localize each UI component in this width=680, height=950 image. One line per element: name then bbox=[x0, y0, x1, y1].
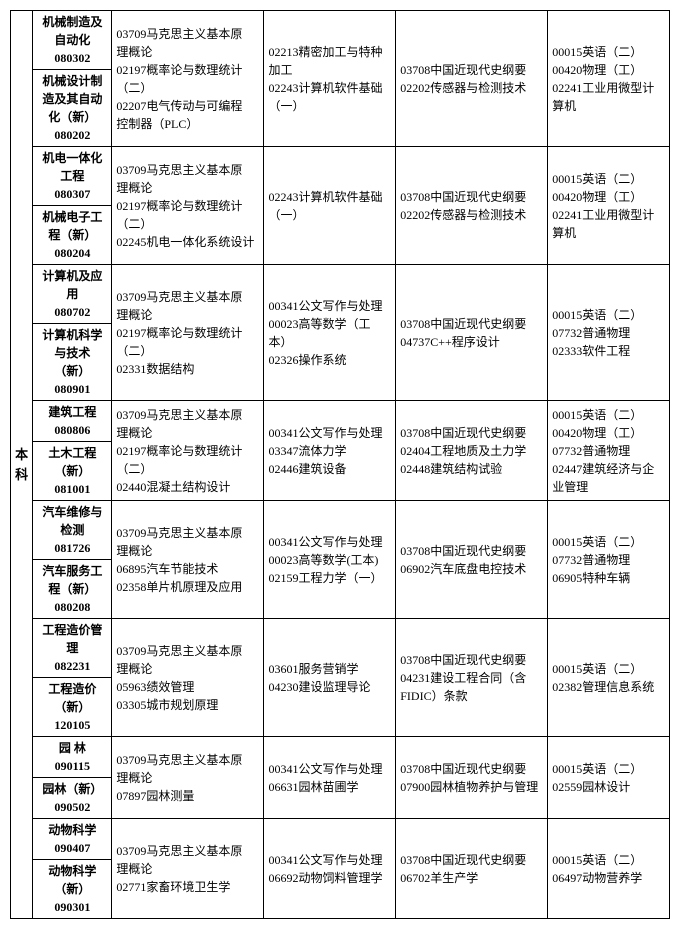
major-name: 土木工程（新） bbox=[48, 446, 96, 478]
major-name: 园 林 bbox=[59, 741, 86, 755]
course-col-5: 00015英语（二）00420物理（工）02241工业用微型计算机 bbox=[548, 11, 670, 147]
major-cell: 工程造价（新） 120105 bbox=[33, 678, 112, 737]
major-name: 园林（新） bbox=[42, 782, 102, 796]
course-col-4: 03708中国近现代史纲要02202传感器与检测技术 bbox=[396, 147, 548, 265]
major-cell: 汽车维修与检测 081726 bbox=[33, 501, 112, 560]
major-code: 080302 bbox=[54, 51, 90, 65]
major-cell: 汽车服务工程（新） 080208 bbox=[33, 560, 112, 619]
curriculum-table: 本科机械制造及自动化 080302 03709马克思主义基本原理概论02197概率论… bbox=[10, 10, 670, 919]
major-name: 机械电子工程（新） bbox=[42, 210, 102, 242]
course-col-2: 03709马克思主义基本原理概论02197概率论与数理统计（二）02331数据结… bbox=[112, 265, 264, 401]
course-col-4: 03708中国近现代史纲要04737C++程序设计 bbox=[396, 265, 548, 401]
course-col-3: 00341公文写作与处理06631园林苗圃学 bbox=[264, 737, 396, 819]
course-col-3: 00341公文写作与处理00023高等数学(工本)02159工程力学（一） bbox=[264, 501, 396, 619]
major-code: 080208 bbox=[54, 600, 90, 614]
major-name: 工程造价管理 bbox=[42, 623, 102, 655]
major-code: 080806 bbox=[54, 423, 90, 437]
course-col-2: 03709马克思主义基本原理概论02771家畜环境卫生学 bbox=[112, 819, 264, 919]
major-code: 080901 bbox=[54, 382, 90, 396]
course-col-2: 03709马克思主义基本原理概论02197概率论与数理统计（二）02207电气传… bbox=[112, 11, 264, 147]
course-col-5: 00015英语（二）07732普通物理06905特种车辆 bbox=[548, 501, 670, 619]
major-name: 汽车维修与检测 bbox=[42, 505, 102, 537]
course-col-4: 03708中国近现代史纲要06702羊生产学 bbox=[396, 819, 548, 919]
major-name: 机械制造及自动化 bbox=[42, 15, 102, 47]
major-name: 动物科学 bbox=[48, 823, 96, 837]
course-col-2: 03709马克思主义基本原理概论02197概率论与数理统计（二）02440混凝土… bbox=[112, 401, 264, 501]
major-code: 080202 bbox=[54, 128, 90, 142]
major-name: 工程造价（新） bbox=[48, 682, 96, 714]
major-code: 090301 bbox=[54, 900, 90, 914]
major-name: 动物科学（新） bbox=[48, 864, 96, 896]
course-col-5: 00015英语（二）00420物理（工）07732普通物理02447建筑经济与企… bbox=[548, 401, 670, 501]
major-cell: 计算机及应用 080702 bbox=[33, 265, 112, 324]
course-col-5: 00015英语（二）00420物理（工）02241工业用微型计算机 bbox=[548, 147, 670, 265]
major-name: 计算机科学与技术（新） bbox=[42, 328, 102, 378]
major-code: 080702 bbox=[54, 305, 90, 319]
major-cell: 园林（新） 090502 bbox=[33, 778, 112, 819]
major-code: 120105 bbox=[54, 718, 90, 732]
course-col-5: 00015英语（二）07732普通物理02333软件工程 bbox=[548, 265, 670, 401]
course-col-4: 03708中国近现代史纲要02404工程地质及土力学02448建筑结构试验 bbox=[396, 401, 548, 501]
course-col-2: 03709马克思主义基本原理概论05963绩效管理03305城市规划原理 bbox=[112, 619, 264, 737]
course-col-3: 00341公文写作与处理03347流体力学02446建筑设备 bbox=[264, 401, 396, 501]
major-cell: 动物科学 090407 bbox=[33, 819, 112, 860]
major-cell: 机械设计制造及其自动化（新） 080202 bbox=[33, 70, 112, 147]
course-col-4: 03708中国近现代史纲要02202传感器与检测技术 bbox=[396, 11, 548, 147]
major-name: 建筑工程 bbox=[48, 405, 96, 419]
course-col-5: 00015英语（二）02382管理信息系统 bbox=[548, 619, 670, 737]
major-cell: 园 林 090115 bbox=[33, 737, 112, 778]
course-col-4: 03708中国近现代史纲要06902汽车底盘电控技术 bbox=[396, 501, 548, 619]
course-col-5: 00015英语（二）06497动物营养学 bbox=[548, 819, 670, 919]
major-cell: 工程造价管理 082231 bbox=[33, 619, 112, 678]
major-name: 计算机及应用 bbox=[42, 269, 102, 301]
course-col-3: 02243计算机软件基础（一） bbox=[264, 147, 396, 265]
course-col-4: 03708中国近现代史纲要04231建设工程合同（含FIDIC）条款 bbox=[396, 619, 548, 737]
major-code: 090115 bbox=[55, 759, 90, 773]
course-col-3: 03601服务营销学04230建设监理导论 bbox=[264, 619, 396, 737]
major-cell: 建筑工程 080806 bbox=[33, 401, 112, 442]
course-col-3: 00341公文写作与处理06692动物饲料管理学 bbox=[264, 819, 396, 919]
major-cell: 土木工程（新） 081001 bbox=[33, 442, 112, 501]
major-code: 080204 bbox=[54, 246, 90, 260]
major-code: 090502 bbox=[54, 800, 90, 814]
major-code: 081001 bbox=[54, 482, 90, 496]
major-cell: 计算机科学与技术（新） 080901 bbox=[33, 324, 112, 401]
major-cell: 机械电子工程（新） 080204 bbox=[33, 206, 112, 265]
course-col-3: 00341公文写作与处理00023高等数学（工本）02326操作系统 bbox=[264, 265, 396, 401]
major-code: 082231 bbox=[54, 659, 90, 673]
course-col-4: 03708中国近现代史纲要07900园林植物养护与管理 bbox=[396, 737, 548, 819]
major-cell: 动物科学（新） 090301 bbox=[33, 860, 112, 919]
major-name: 汽车服务工程（新） bbox=[42, 564, 102, 596]
major-name: 机械设计制造及其自动化（新） bbox=[42, 74, 102, 124]
course-col-2: 03709马克思主义基本原理概论06895汽车节能技术02358单片机原理及应用 bbox=[112, 501, 264, 619]
course-col-2: 03709马克思主义基本原理概论02197概率论与数理统计（二）02245机电一… bbox=[112, 147, 264, 265]
course-col-5: 00015英语（二）02559园林设计 bbox=[548, 737, 670, 819]
major-code: 090407 bbox=[54, 841, 90, 855]
course-col-3: 02213精密加工与特种加工02243计算机软件基础（一） bbox=[264, 11, 396, 147]
major-cell: 机械制造及自动化 080302 bbox=[33, 11, 112, 70]
level-sidebar: 本科 bbox=[11, 11, 33, 919]
major-code: 081726 bbox=[54, 541, 90, 555]
major-name: 机电一体化工程 bbox=[42, 151, 102, 183]
course-col-2: 03709马克思主义基本原理概论07897园林测量 bbox=[112, 737, 264, 819]
major-cell: 机电一体化工程 080307 bbox=[33, 147, 112, 206]
major-code: 080307 bbox=[54, 187, 90, 201]
